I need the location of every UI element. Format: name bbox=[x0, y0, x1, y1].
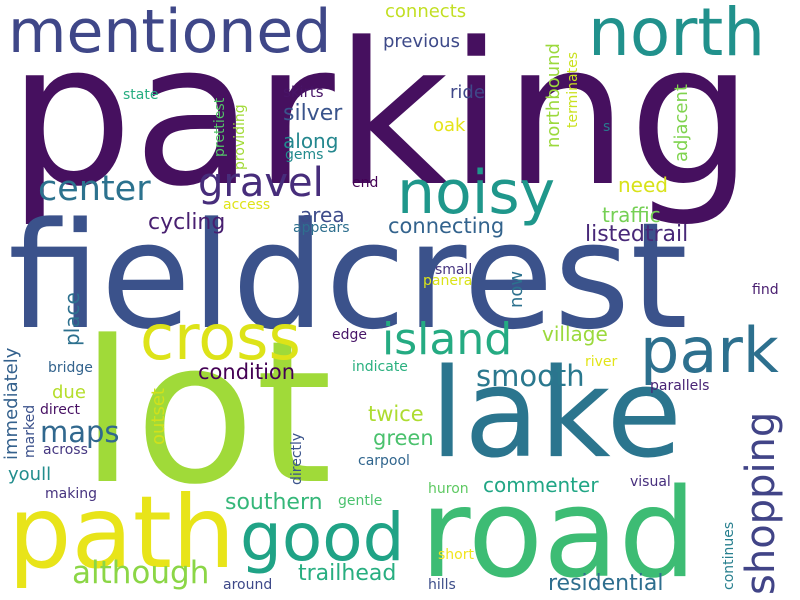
word-direct: direct bbox=[40, 402, 81, 418]
word-village: village bbox=[542, 322, 608, 346]
word-north: north bbox=[588, 0, 766, 71]
word-immediately: immediately bbox=[1, 347, 22, 460]
word-gems: gems bbox=[285, 147, 324, 163]
word-place: place bbox=[60, 292, 84, 346]
word-small: small bbox=[435, 262, 473, 278]
word-now: now bbox=[506, 270, 527, 308]
word-need: need bbox=[618, 173, 668, 197]
word-huron: huron bbox=[428, 481, 469, 497]
word-fieldcrest: fieldcrest bbox=[8, 191, 688, 362]
word-find: find bbox=[752, 282, 779, 298]
word-traffic: traffic bbox=[602, 203, 661, 227]
word-green: green bbox=[373, 426, 434, 450]
word-lake: lake bbox=[430, 343, 683, 486]
word-center: center bbox=[38, 169, 151, 209]
word-youll: youll bbox=[8, 464, 52, 485]
word-good: good bbox=[240, 499, 405, 576]
word-directly: directly bbox=[289, 432, 305, 485]
word-bridge: bridge bbox=[48, 360, 93, 376]
word-connects: connects bbox=[385, 1, 467, 22]
word-river: river bbox=[585, 354, 618, 370]
word-cycling: cycling bbox=[148, 210, 226, 235]
word-gravel: gravel bbox=[198, 160, 324, 206]
word-twice: twice bbox=[368, 402, 424, 426]
word-parking: parking bbox=[8, 1, 754, 230]
word-listedtrail: listedtrail bbox=[585, 222, 689, 247]
word-oak: oak bbox=[433, 115, 466, 136]
word-carpool: carpool bbox=[358, 453, 410, 469]
word-noisy: noisy bbox=[397, 158, 556, 228]
word-end: end bbox=[352, 175, 379, 191]
word-appears: appears bbox=[293, 220, 350, 236]
word-access: access bbox=[223, 197, 271, 213]
word-although: although bbox=[72, 555, 210, 591]
word-outset: outset bbox=[148, 388, 169, 445]
word-connecting: connecting bbox=[388, 214, 505, 238]
word-smooth: smooth bbox=[476, 359, 585, 393]
word-visual: visual bbox=[630, 474, 671, 490]
word-lot: lot bbox=[80, 299, 333, 528]
word-path: path bbox=[8, 474, 236, 591]
word-skirts: skirts bbox=[283, 83, 324, 101]
word-state: state bbox=[123, 87, 159, 103]
word-due: due bbox=[52, 382, 86, 403]
word-shopping: shopping bbox=[738, 411, 784, 595]
word-mentioned: mentioned bbox=[8, 0, 332, 67]
word-around: around bbox=[223, 577, 273, 593]
word-continues: continues bbox=[721, 521, 737, 590]
word-gentle: gentle bbox=[338, 493, 383, 509]
word-hills: hills bbox=[428, 577, 456, 593]
word-along: along bbox=[283, 129, 339, 153]
word-road: road bbox=[420, 463, 697, 600]
word-previous: previous bbox=[383, 31, 460, 52]
word-across: across bbox=[43, 442, 88, 458]
word-area: area bbox=[300, 203, 345, 227]
word-maps: maps bbox=[40, 415, 120, 449]
word-silver: silver bbox=[283, 101, 343, 126]
word-prettiest: prettiest bbox=[212, 97, 228, 157]
word-edge: edge bbox=[332, 327, 367, 343]
word-northbound: northbound bbox=[543, 43, 564, 148]
word-park: park bbox=[640, 314, 779, 387]
word-island: island bbox=[382, 314, 513, 365]
word-commenter: commenter bbox=[483, 473, 599, 497]
word-trailhead: trailhead bbox=[298, 561, 397, 586]
word-residential: residential bbox=[548, 571, 664, 596]
word-terminates: terminates bbox=[565, 52, 581, 128]
word-making: making bbox=[45, 486, 97, 502]
word-southern: southern bbox=[225, 490, 323, 515]
word-short: short bbox=[438, 547, 474, 563]
word-parallels: parallels bbox=[650, 378, 710, 394]
word-indicate: indicate bbox=[352, 359, 408, 375]
word-s: s bbox=[603, 119, 611, 135]
word-condition: condition bbox=[198, 360, 296, 384]
word-adjacent: adjacent bbox=[671, 84, 692, 162]
word-marked: marked bbox=[22, 404, 38, 458]
word-cross: cross bbox=[140, 301, 301, 374]
word-ride: ride bbox=[450, 82, 485, 103]
word-providing: providing bbox=[232, 104, 248, 170]
word-panera: panera bbox=[423, 273, 473, 289]
